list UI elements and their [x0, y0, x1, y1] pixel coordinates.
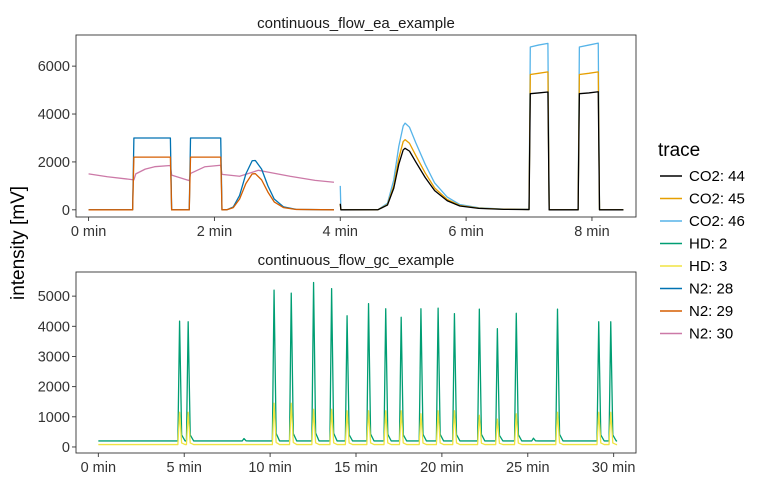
- y-tick-label-ea: 0: [62, 203, 70, 219]
- legend-label-hd-3: HD: 3: [689, 258, 727, 275]
- legend-label-n2-30: N2: 30: [689, 326, 733, 343]
- legend-entries: CO2: 44 CO2: 45 CO2: 46 HD: 2 HD: 3 N2: 28 N2:…: [660, 168, 745, 343]
- legend-label-co2-45: CO2: 45: [689, 191, 745, 208]
- series-line-hd-2: [98, 281, 618, 442]
- legend-label-hd-2: HD: 2: [689, 236, 727, 253]
- panel-title-ea: continuous_flow_ea_example: [257, 15, 455, 32]
- y-tick-label-gc: 5000: [38, 289, 70, 305]
- x-tick-label-ea: 0 min: [71, 224, 106, 240]
- y-tick-label-ea: 6000: [38, 59, 70, 75]
- series-line-hd-3: [98, 402, 618, 446]
- x-tick-label-gc: 30 min: [592, 460, 636, 476]
- panel-border-gc: [75, 271, 637, 454]
- x-tick-label-gc: 10 min: [248, 460, 292, 476]
- legend-label-co2-44: CO2: 44: [689, 168, 745, 185]
- y-tick-label-gc: 0: [62, 440, 70, 456]
- series-group-ea: [88, 42, 624, 211]
- axes-group-ea: 0 min 2 min 4 min 6 min 8 min 0 2000 4000 6000: [38, 59, 610, 240]
- x-tick-label-ea: 4 min: [323, 224, 358, 240]
- x-tick-label-ea: 2 min: [197, 224, 232, 240]
- series-line-n2-29: [88, 156, 334, 211]
- x-tick-label-gc: 5 min: [166, 460, 201, 476]
- legend: trace CO2: 44 CO2: 45 CO2: 46 HD: 2 HD: 3 N2:…: [658, 140, 745, 343]
- panel-title-gc: continuous_flow_gc_example: [258, 252, 455, 269]
- y-tick-label-gc: 2000: [38, 380, 70, 396]
- axes-group-gc: 0 min 5 min 10 min 15 min 20 min 25 min 30 min…: [38, 289, 636, 476]
- x-tick-label-ea: 8 min: [574, 224, 609, 240]
- legend-label-co2-46: CO2: 46: [689, 213, 745, 230]
- y-tick-label-ea: 4000: [38, 107, 70, 123]
- legend-label-n2-29: N2: 29: [689, 303, 733, 320]
- y-tick-label-ea: 2000: [38, 155, 70, 171]
- y-axis-label: intensity [mV]: [8, 186, 29, 300]
- legend-label-n2-28: N2: 28: [689, 281, 733, 298]
- legend-title: trace: [658, 140, 700, 161]
- y-tick-label-gc: 4000: [38, 319, 70, 335]
- x-tick-label-gc: 15 min: [334, 460, 378, 476]
- x-tick-label-gc: 25 min: [506, 460, 550, 476]
- x-tick-label-gc: 20 min: [420, 460, 464, 476]
- panel-ea: continuous_flow_ea_example 0 min 2 min 4 m…: [38, 15, 637, 240]
- panel-border-ea: [75, 34, 637, 218]
- panel-gc: continuous_flow_gc_example 0 min 5 min 10 …: [38, 252, 637, 476]
- series-line-co2-44: [339, 91, 624, 211]
- y-tick-label-gc: 3000: [38, 349, 70, 365]
- y-tick-label-gc: 1000: [38, 410, 70, 426]
- x-tick-label-ea: 6 min: [448, 224, 483, 240]
- series-group-gc: [98, 281, 618, 446]
- x-tick-label-gc: 0 min: [81, 460, 116, 476]
